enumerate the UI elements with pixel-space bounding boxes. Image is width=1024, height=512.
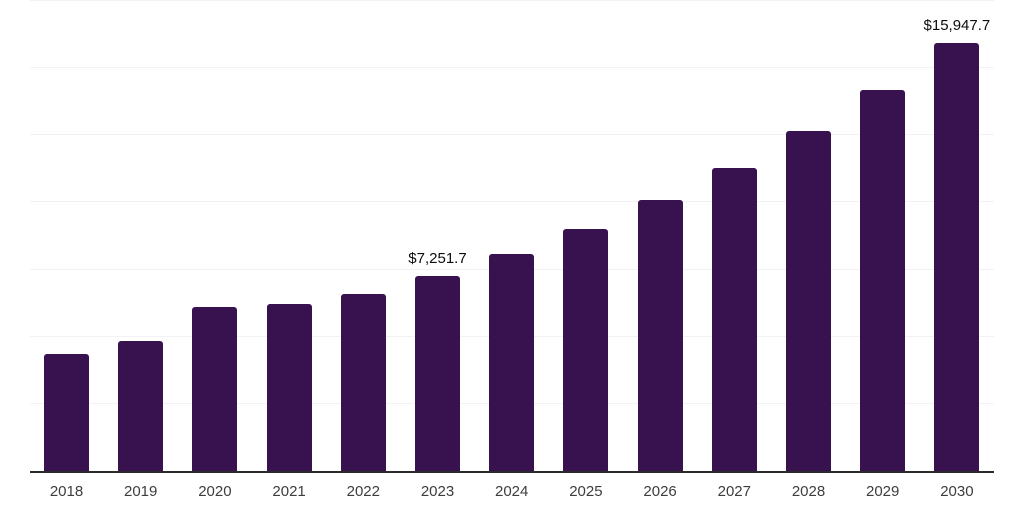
x-axis: 2018 2019 2020 2021 2022 2023 2024 2025 2026 2027… [0,483,1024,503]
bar-2030 [934,42,980,471]
bar-2025 [563,229,609,471]
x-axis-label-2028: 2028 [791,483,826,500]
bar-2023 [415,276,460,471]
bar-2022 [340,294,386,471]
x-axis-label-2029: 2029 [866,483,900,500]
bar-2019 [118,341,164,471]
x-axis-label-2026: 2026 [643,483,677,500]
x-axis-label-2027: 2027 [717,483,751,500]
x-axis-label-2030: 2030 [940,483,974,500]
gridline [30,67,994,69]
x-axis-label-2022: 2022 [346,483,380,500]
gridline [30,0,994,1]
bar-2024 [489,253,535,471]
x-axis-label-2020: 2020 [198,483,232,500]
bar-2018 [44,353,89,471]
bar-value-label-2030: $15,947.7 [923,16,991,34]
bar-2020 [192,307,238,471]
bar-value-label-2023: $7,251.7 [408,250,467,268]
x-axis-label-2023: 2023 [420,483,455,500]
bar-2029 [860,89,906,471]
plot-area: $7,251.7 $15,947.7 [30,0,994,473]
x-axis-label-2021: 2021 [272,483,306,500]
x-axis-label-2019: 2019 [124,483,158,500]
bar-2028 [786,130,831,471]
x-axis-label-2018: 2018 [49,483,84,500]
gridline [30,134,994,136]
bar-2021 [266,304,312,471]
x-axis-line [30,471,994,473]
gridline [30,201,994,203]
x-axis-label-2024: 2024 [495,483,529,500]
bar-2027 [711,167,757,471]
bar-2026 [637,199,683,471]
x-axis-label-2025: 2025 [569,483,603,500]
